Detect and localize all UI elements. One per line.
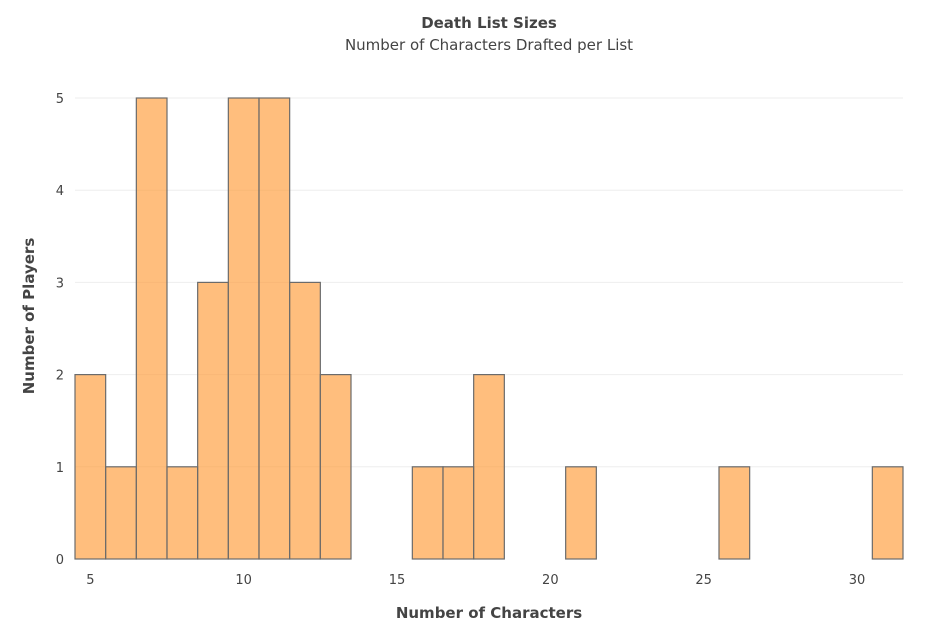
histogram-bar[interactable] [289,281,321,560]
chart-title: Death List Sizes [421,14,557,32]
y-tick-label: 5 [56,92,64,107]
histogram-bar[interactable] [227,97,260,560]
histogram-bar[interactable] [411,466,444,560]
histogram-bar[interactable] [319,374,352,560]
x-axis-title: Number of Characters [396,604,582,622]
chart-subtitle: Number of Characters Drafted per List [345,36,633,54]
histogram-bar[interactable] [135,97,168,560]
x-tick-label: 10 [235,573,252,588]
histogram-bar[interactable] [166,466,199,560]
histogram-bar[interactable] [473,374,505,560]
x-tick-label: 25 [695,573,712,588]
histogram-bar[interactable] [718,466,751,560]
y-tick-label: 2 [56,369,64,384]
x-tick-label: 30 [849,573,866,588]
histogram-bar[interactable] [565,466,597,560]
y-tick-label: 4 [56,184,64,199]
x-tick-label: 20 [542,573,559,588]
y-tick-label: 3 [56,276,64,291]
y-tick-label: 1 [56,461,64,476]
y-axis-ticks: 0 1 2 3 4 5 [56,92,64,568]
y-tick-label: 0 [56,553,64,568]
bars-layer [74,97,904,560]
x-axis-ticks: 5 10 15 20 25 30 [86,573,865,588]
histogram-bar[interactable] [871,466,904,560]
y-axis-title: Number of Players [20,238,38,395]
x-tick-label: 15 [389,573,406,588]
histogram-bar[interactable] [442,466,475,560]
histogram-bar[interactable] [258,97,291,560]
x-tick-label: 5 [86,573,94,588]
histogram-bar[interactable] [74,374,107,560]
histogram-bar[interactable] [197,281,229,560]
histogram-bar[interactable] [105,466,137,560]
